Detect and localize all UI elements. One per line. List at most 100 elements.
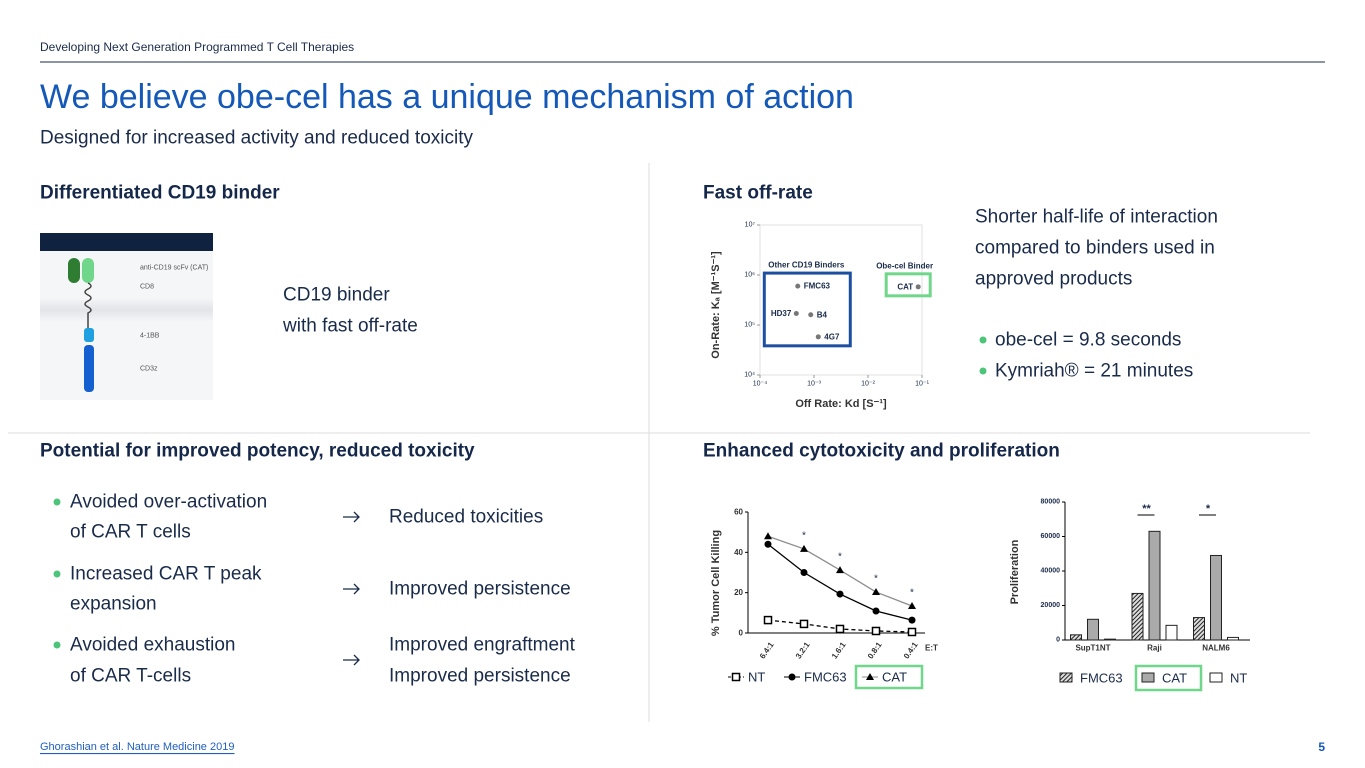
legend-swatch bbox=[1059, 672, 1073, 683]
group-box bbox=[762, 271, 852, 348]
group-label: Other CD19 Binders bbox=[768, 261, 845, 270]
y-tick-label: 60000 bbox=[1041, 533, 1061, 540]
section-heading: Differentiated CD19 binder bbox=[40, 183, 280, 204]
point-label: B4 bbox=[817, 310, 828, 319]
significance: * bbox=[910, 587, 914, 598]
legend-highlight bbox=[854, 664, 924, 690]
marker bbox=[764, 532, 772, 540]
bar bbox=[1193, 617, 1205, 641]
car-diagram: anti-CD19 scFv (CAT) CD8 4-1BB CD3z bbox=[40, 233, 213, 400]
bar bbox=[1227, 636, 1239, 641]
legend-swatch bbox=[1209, 672, 1223, 683]
legend-label: NT bbox=[748, 670, 765, 685]
diagram-label: CD3z bbox=[140, 366, 158, 373]
citation[interactable]: Ghorashian et al. Nature Medicine 2019 bbox=[40, 741, 234, 753]
marker bbox=[800, 544, 808, 552]
legend-label: NT bbox=[1230, 671, 1247, 686]
y-tick-label: 10⁶ bbox=[744, 272, 755, 279]
body-text: compared to binders used in bbox=[975, 238, 1215, 259]
y-tick-label: 10⁴ bbox=[744, 372, 755, 379]
bar bbox=[1148, 530, 1161, 641]
point bbox=[808, 312, 814, 318]
bar bbox=[1070, 634, 1082, 641]
bar bbox=[1210, 554, 1222, 641]
significance: * bbox=[802, 530, 806, 541]
y-tick-label: 80000 bbox=[1041, 499, 1061, 506]
y-tick-label: 20 bbox=[734, 588, 743, 597]
bar bbox=[1131, 592, 1144, 641]
x-tick-label: 10⁻³ bbox=[807, 381, 821, 388]
list-text: expansion bbox=[70, 594, 157, 615]
marker bbox=[872, 588, 880, 596]
bullet-text: Kymriah® = 21 minutes bbox=[995, 361, 1193, 382]
x-tick-label: 0.4:1 bbox=[902, 640, 920, 661]
point-label: 4G7 bbox=[824, 332, 840, 341]
x-tick-label: 10⁻⁴ bbox=[753, 381, 768, 388]
legend-highlight bbox=[1134, 664, 1203, 692]
y-axis-label: On-Rate: Kₐ [M⁻¹S⁻¹] bbox=[710, 251, 722, 359]
body-text: CD19 binder bbox=[283, 285, 390, 306]
x-tick-label: 0.8:1 bbox=[866, 640, 884, 661]
legend-marker bbox=[866, 673, 874, 680]
x-tick-label: 1.6:1 bbox=[830, 640, 848, 661]
x-tick-label: NALM6 bbox=[1202, 644, 1230, 653]
bar bbox=[1104, 638, 1116, 641]
legend-swatch bbox=[1141, 672, 1155, 683]
legend-marker bbox=[731, 672, 741, 682]
bullet-text: obe-cel = 9.8 seconds bbox=[995, 330, 1181, 351]
legend-label: FMC63 bbox=[1080, 671, 1123, 686]
point-label: HD37 bbox=[771, 309, 792, 318]
x-tick-label: 10⁻² bbox=[861, 381, 875, 388]
list-text: Improved persistence bbox=[389, 579, 571, 600]
y-tick-label: 40000 bbox=[1041, 568, 1061, 575]
x-axis-label: Off Rate: Kd [S⁻¹] bbox=[795, 398, 887, 410]
marker bbox=[764, 540, 772, 548]
y-tick-label: 10⁷ bbox=[745, 222, 756, 229]
x-tick-label: 6.4:1 bbox=[758, 640, 776, 661]
potency-list: Avoided over-activation of CAR T cells I… bbox=[53, 492, 576, 687]
marker bbox=[763, 615, 773, 625]
section-heading: Fast off-rate bbox=[703, 183, 813, 204]
group-box bbox=[884, 272, 932, 298]
y-axis-label: % Tumor Cell Killing bbox=[710, 530, 722, 636]
page-number: 5 bbox=[1318, 740, 1325, 754]
bar bbox=[1087, 618, 1099, 641]
slide-title: We believe obe-cel has a unique mechanis… bbox=[40, 78, 854, 116]
diagram-label: anti-CD19 scFv (CAT) bbox=[140, 265, 208, 272]
y-tick-label: 0 bbox=[739, 629, 744, 638]
point-label: FMC63 bbox=[804, 282, 831, 291]
eyebrow: Developing Next Generation Programmed T … bbox=[40, 40, 354, 54]
list-text: Avoided exhaustion bbox=[70, 635, 236, 656]
legend-label: FMC63 bbox=[804, 670, 847, 685]
point bbox=[793, 310, 799, 316]
significance: * bbox=[874, 574, 878, 585]
marker bbox=[799, 619, 809, 629]
significance: * bbox=[1206, 503, 1211, 515]
y-tick-label: 0 bbox=[1056, 637, 1060, 644]
marker bbox=[908, 616, 916, 624]
x-tick-label: 3.2:1 bbox=[794, 640, 812, 661]
y-tick-label: 40 bbox=[734, 548, 743, 557]
bullet bbox=[979, 367, 987, 375]
x-axis-label: E:T bbox=[925, 644, 938, 653]
point-label: CAT bbox=[897, 282, 913, 291]
point bbox=[915, 284, 921, 290]
y-tick-label: 60 bbox=[734, 508, 743, 517]
list-text: Avoided over-activation bbox=[70, 492, 267, 513]
x-tick-label: 10⁻¹ bbox=[915, 381, 929, 388]
bar bbox=[1165, 624, 1178, 641]
legend-marker bbox=[788, 673, 796, 681]
marker bbox=[836, 590, 844, 598]
body-text: approved products bbox=[975, 269, 1132, 290]
group-label: Obe-cel Binder bbox=[876, 261, 933, 270]
body-text: with fast off-rate bbox=[282, 316, 418, 337]
y-axis-label: Proliferation bbox=[1009, 539, 1021, 604]
marker bbox=[871, 626, 881, 636]
significance: * bbox=[838, 552, 842, 563]
section-heading: Potential for improved potency, reduced … bbox=[40, 441, 475, 462]
significance: ** bbox=[1142, 503, 1151, 515]
legend-label: CAT bbox=[1162, 671, 1187, 686]
list-text: of CAR T-cells bbox=[70, 666, 191, 687]
y-tick-label: 10⁵ bbox=[744, 322, 755, 329]
